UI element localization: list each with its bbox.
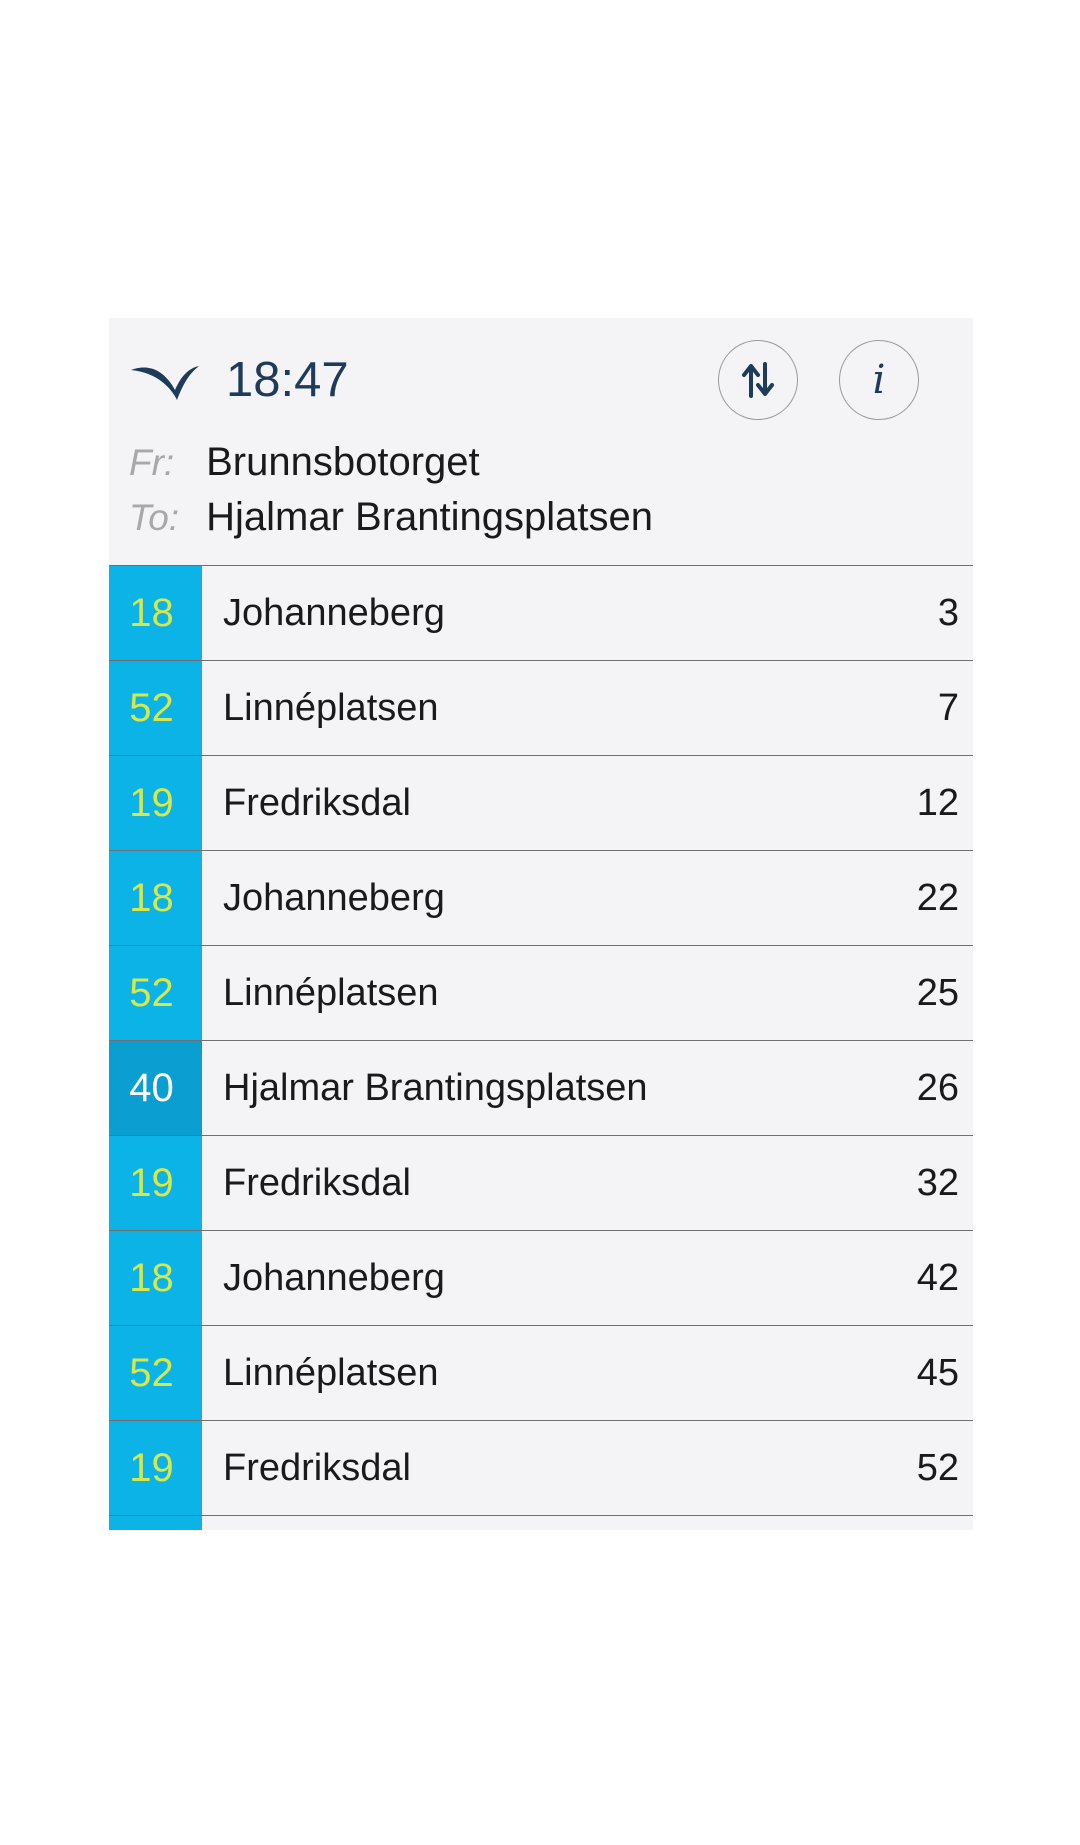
minutes-until: 22 xyxy=(916,876,959,919)
minutes-until: 3 xyxy=(937,591,959,634)
line-number: 52 xyxy=(109,661,202,755)
departure-row-highlighted[interactable]: 40 Hjalmar Brantingsplatsen 26 xyxy=(109,1041,973,1136)
departure-row[interactable]: 52 Linnéplatsen 45 xyxy=(109,1326,973,1421)
from-line[interactable]: Fr: Brunnsbotorget xyxy=(129,442,480,482)
minutes-until: 32 xyxy=(916,1161,959,1204)
minutes-until: 52 xyxy=(916,1446,959,1489)
line-number: 18 xyxy=(109,851,202,945)
departure-row[interactable]: 18 Johanneberg 42 xyxy=(109,1231,973,1326)
departure-row[interactable]: 18 Johanneberg 22 xyxy=(109,851,973,946)
minutes-until: 26 xyxy=(916,1066,959,1109)
destination: Johanneberg xyxy=(223,591,445,634)
destination: Hjalmar Brantingsplatsen xyxy=(223,1066,648,1109)
minutes-until: 45 xyxy=(916,1351,959,1394)
line-number: 19 xyxy=(109,1421,202,1515)
current-time: 18:47 xyxy=(226,353,349,407)
departure-board: 18:47 i Fr: Brunnsbotorget To: Hjalmar B… xyxy=(109,318,973,1530)
info-button[interactable]: i xyxy=(839,340,919,420)
swap-arrows-icon xyxy=(742,362,774,398)
destination: Linnéplatsen xyxy=(223,1351,439,1394)
departure-row[interactable]: 19 Fredriksdal 12 xyxy=(109,756,973,851)
destination: Johanneberg xyxy=(223,1256,445,1299)
departure-row[interactable]: 18 Johanneberg 3 xyxy=(109,566,973,661)
departure-row[interactable]: 19 Fredriksdal 32 xyxy=(109,1136,973,1231)
line-number: 40 xyxy=(109,1041,202,1135)
destination: Linnéplatsen xyxy=(223,686,439,729)
line-number: 18 xyxy=(109,566,202,660)
destination: Fredriksdal xyxy=(223,1161,411,1204)
minutes-until: 42 xyxy=(916,1256,959,1299)
to-line[interactable]: To: Hjalmar Brantingsplatsen xyxy=(129,497,653,537)
from-prefix: Fr: xyxy=(129,442,175,483)
line-number: 52 xyxy=(109,1326,202,1420)
destination: Johanneberg xyxy=(223,876,445,919)
line-number-clipped xyxy=(109,1516,202,1530)
to-prefix: To: xyxy=(129,497,180,538)
swap-direction-button[interactable] xyxy=(718,340,798,420)
line-number: 52 xyxy=(109,946,202,1040)
departure-row[interactable]: 52 Linnéplatsen 25 xyxy=(109,946,973,1041)
minutes-until: 7 xyxy=(937,686,959,729)
destination: Fredriksdal xyxy=(223,1446,411,1489)
to-stop: Hjalmar Brantingsplatsen xyxy=(206,495,653,539)
from-stop: Brunnsbotorget xyxy=(206,440,480,484)
departure-list: 18 Johanneberg 3 52 Linnéplatsen 7 19 Fr… xyxy=(109,566,973,1530)
minutes-until: 12 xyxy=(916,781,959,824)
bird-logo-icon xyxy=(131,366,199,400)
line-number: 19 xyxy=(109,756,202,850)
line-number: 18 xyxy=(109,1231,202,1325)
info-icon: i xyxy=(872,357,886,403)
destination: Fredriksdal xyxy=(223,781,411,824)
board-header: 18:47 i Fr: Brunnsbotorget To: Hjalmar B… xyxy=(109,318,973,566)
minutes-until: 25 xyxy=(916,971,959,1014)
line-number: 19 xyxy=(109,1136,202,1230)
departure-row[interactable]: 19 Fredriksdal 52 xyxy=(109,1421,973,1516)
departure-row[interactable]: 52 Linnéplatsen 7 xyxy=(109,661,973,756)
destination: Linnéplatsen xyxy=(223,971,439,1014)
departure-row-clipped xyxy=(109,1516,973,1530)
